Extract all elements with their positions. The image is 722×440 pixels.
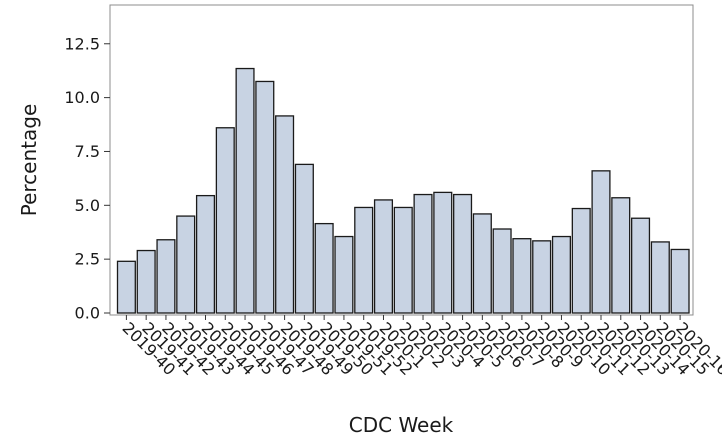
bar bbox=[195, 194, 216, 314]
bar bbox=[650, 241, 670, 314]
plot-frame bbox=[109, 4, 694, 316]
bar bbox=[393, 206, 413, 314]
bar bbox=[116, 260, 136, 314]
bar bbox=[591, 170, 611, 314]
bar bbox=[571, 207, 591, 314]
bar bbox=[215, 127, 235, 314]
bar bbox=[532, 240, 552, 314]
y-tick-label: 10.0 bbox=[64, 88, 100, 107]
bar bbox=[176, 215, 196, 314]
bar bbox=[611, 197, 631, 314]
bar bbox=[294, 163, 314, 314]
y-tick-label: 12.5 bbox=[64, 34, 100, 53]
y-tick-label: 7.5 bbox=[75, 142, 100, 161]
bar bbox=[512, 238, 532, 314]
x-axis-title: CDC Week bbox=[349, 413, 454, 437]
bar bbox=[373, 199, 394, 314]
bar bbox=[334, 235, 354, 314]
bar bbox=[670, 248, 690, 314]
bar bbox=[631, 217, 651, 314]
y-tick-label: 2.5 bbox=[75, 250, 100, 269]
x-axis: 2019-402019-412019-422019-432019-442019-… bbox=[119, 315, 722, 379]
y-tick-label: 0.0 bbox=[75, 304, 100, 323]
bar bbox=[314, 222, 334, 314]
y-tick-label: 5.0 bbox=[75, 196, 100, 215]
bar bbox=[275, 115, 295, 314]
bar bbox=[492, 228, 512, 314]
y-axis: 0.0 2.5 5.0 7.5 10.0 12.5 bbox=[64, 34, 110, 323]
bars bbox=[116, 67, 690, 314]
bar bbox=[156, 239, 176, 314]
bar bbox=[472, 213, 492, 314]
bar bbox=[413, 193, 433, 314]
bar bbox=[136, 249, 156, 314]
bar bbox=[453, 193, 473, 314]
bar bbox=[255, 80, 275, 314]
bar bbox=[433, 191, 453, 314]
bar bbox=[235, 67, 255, 314]
y-axis-title: Percentage bbox=[17, 104, 41, 217]
bar bbox=[551, 235, 571, 314]
bar bbox=[354, 206, 374, 314]
